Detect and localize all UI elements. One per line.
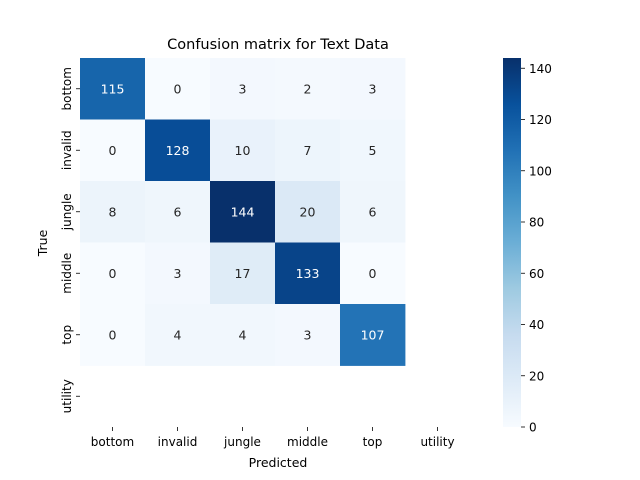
- cell-value-label: 3: [239, 81, 247, 96]
- colorbar-tick-label: 140: [529, 62, 552, 76]
- cell-value-label: 10: [235, 143, 251, 158]
- y-tick-label: bottom: [60, 67, 74, 110]
- colorbar-tick-label: 120: [529, 113, 552, 127]
- cell-value-label: 3: [369, 81, 377, 96]
- cell-value-label: 115: [101, 81, 125, 96]
- heatmap-cell: [275, 181, 341, 243]
- heatmap-cell: [145, 181, 211, 243]
- x-tick-label: utility: [420, 435, 454, 449]
- cell-value-label: 5: [369, 143, 377, 158]
- cell-value-label: 3: [174, 266, 182, 281]
- heatmap-cell: [145, 58, 211, 120]
- colorbar-tick-label: 100: [529, 164, 552, 178]
- cell-value-label: 144: [231, 204, 255, 219]
- x-axis-label: Predicted: [249, 455, 308, 470]
- y-axis: bottom invalid jungle middle top utility: [60, 67, 80, 413]
- cell-value-label: 20: [300, 204, 316, 219]
- cell-value-label: 6: [174, 204, 182, 219]
- cell-value-label: 0: [109, 327, 117, 342]
- heatmap-cell: [210, 242, 276, 305]
- cell-value-label: 7: [304, 143, 312, 158]
- heatmap-cell: [210, 181, 276, 243]
- cell-value-label: 6: [369, 204, 377, 219]
- y-tick-label: jungle: [60, 193, 74, 231]
- heatmap-cell: [340, 304, 406, 366]
- heatmap-cell: [275, 304, 341, 366]
- x-tick-label: top: [363, 435, 383, 449]
- cell-value-label: 4: [174, 327, 182, 342]
- colorbar-tick-label: 0: [529, 421, 537, 435]
- heatmap-cell: [80, 181, 146, 243]
- heatmap-cell: [210, 119, 276, 182]
- heatmap-cells: [80, 58, 406, 366]
- heatmap-cell: [145, 304, 211, 366]
- y-tick-label: middle: [60, 253, 74, 294]
- colorbar-tick-label: 20: [529, 369, 544, 383]
- heatmap-cell: [80, 119, 146, 182]
- heatmap-cell: [340, 58, 406, 120]
- y-tick-label: utility: [60, 379, 74, 413]
- heatmap-cell: [275, 58, 341, 120]
- cell-value-label: 2: [304, 81, 312, 96]
- colorbar-gradient: [503, 58, 521, 427]
- x-tick-label: jungle: [223, 435, 261, 449]
- cell-value-label: 17: [235, 266, 251, 281]
- cell-value-label: 3: [304, 327, 312, 342]
- y-axis-label: True: [35, 229, 50, 257]
- colorbar-tick-label: 80: [529, 216, 544, 230]
- chart-title: Confusion matrix for Text Data: [167, 37, 389, 53]
- cell-value-label: 4: [239, 327, 247, 342]
- cell-value-label: 0: [109, 266, 117, 281]
- colorbar-tick-label: 40: [529, 318, 544, 332]
- heatmap-cell: [145, 242, 211, 305]
- y-tick-label: invalid: [60, 130, 74, 170]
- heatmap-cell: [340, 119, 406, 182]
- x-tick-label: middle: [287, 435, 328, 449]
- cell-value-label: 128: [166, 143, 190, 158]
- x-tick-label: bottom: [91, 435, 134, 449]
- colorbar-tick-label: 60: [529, 267, 544, 281]
- heatmap-cell: [275, 242, 341, 305]
- x-axis: bottom invalid jungle middle top utility: [91, 427, 455, 449]
- heatmap-cell: [145, 119, 211, 182]
- heatmap-cell: [80, 304, 146, 366]
- cell-value-label: 0: [369, 266, 377, 281]
- heatmap-cell: [80, 242, 146, 305]
- cell-value-label: 8: [109, 204, 117, 219]
- cell-value-label: 0: [174, 81, 182, 96]
- cell-value-label: 0: [109, 143, 117, 158]
- heatmap-cell: [210, 304, 276, 366]
- y-tick-label: top: [60, 325, 74, 345]
- cell-value-label: 107: [361, 327, 385, 342]
- heatmap-cell-labels: 115 0 3 2 30 128 10 7 58 6 144 20 60 3 17 133 00 4 4 3 107: [101, 81, 385, 342]
- x-tick-label: invalid: [158, 435, 198, 449]
- cell-value-label: 133: [296, 266, 320, 281]
- heatmap-cell: [340, 242, 406, 305]
- heatmap-cell: [80, 58, 146, 120]
- heatmap-cell: [340, 181, 406, 243]
- heatmap-cell: [210, 58, 276, 120]
- colorbar: 0 20 40 60 80 100 120 140: [503, 58, 552, 435]
- heatmap-cell: [275, 119, 341, 182]
